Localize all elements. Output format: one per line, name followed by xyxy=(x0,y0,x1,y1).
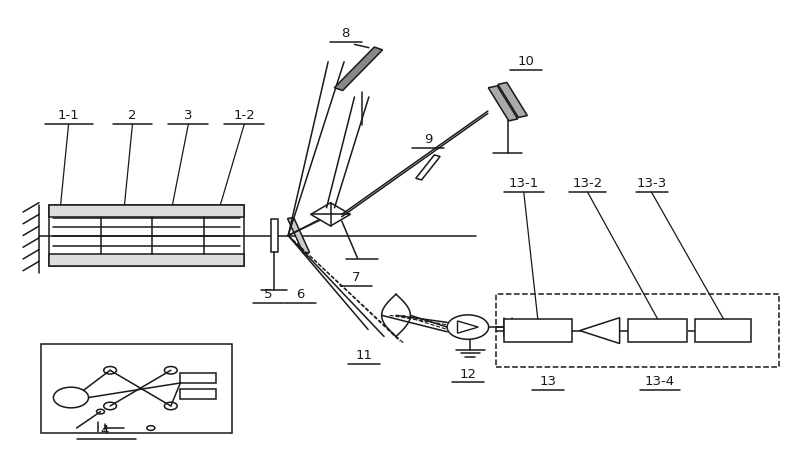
Bar xyxy=(49,254,244,266)
Text: 8: 8 xyxy=(342,27,350,40)
Text: 4: 4 xyxy=(100,424,109,437)
Bar xyxy=(49,205,244,217)
Circle shape xyxy=(447,315,489,339)
Text: 10: 10 xyxy=(518,55,534,68)
Polygon shape xyxy=(310,203,350,226)
Text: 5: 5 xyxy=(264,288,273,300)
Text: 1-2: 1-2 xyxy=(234,109,255,122)
Bar xyxy=(496,294,779,367)
Text: 13-2: 13-2 xyxy=(573,178,602,190)
Bar xyxy=(270,219,278,252)
Text: 7: 7 xyxy=(352,271,360,284)
Text: 12: 12 xyxy=(459,367,476,381)
Bar xyxy=(49,205,244,266)
Polygon shape xyxy=(416,155,440,180)
Bar xyxy=(628,319,687,342)
Polygon shape xyxy=(334,47,382,90)
Polygon shape xyxy=(488,86,518,121)
Text: 13-4: 13-4 xyxy=(645,374,674,388)
Text: 13-3: 13-3 xyxy=(637,178,666,190)
Bar xyxy=(180,373,216,383)
Text: 6: 6 xyxy=(296,288,304,300)
Polygon shape xyxy=(580,317,620,343)
Text: 2: 2 xyxy=(128,109,137,122)
Polygon shape xyxy=(287,218,310,253)
Polygon shape xyxy=(498,82,527,117)
Text: 9: 9 xyxy=(424,133,432,146)
Text: 3: 3 xyxy=(184,109,193,122)
Text: 11: 11 xyxy=(355,349,373,362)
Text: 13: 13 xyxy=(539,374,556,388)
Bar xyxy=(41,343,232,433)
Bar xyxy=(504,319,572,342)
Text: 13-1: 13-1 xyxy=(509,178,539,190)
Bar xyxy=(180,389,216,399)
Bar xyxy=(695,319,751,342)
Text: 1-1: 1-1 xyxy=(58,109,79,122)
